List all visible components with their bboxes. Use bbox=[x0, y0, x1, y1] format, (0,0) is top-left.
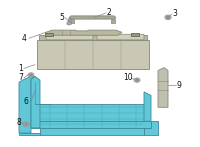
Text: 4: 4 bbox=[22, 34, 26, 43]
Circle shape bbox=[136, 79, 138, 81]
Polygon shape bbox=[19, 133, 40, 135]
Text: 1: 1 bbox=[19, 64, 23, 73]
Polygon shape bbox=[31, 121, 151, 128]
Text: 5: 5 bbox=[60, 13, 64, 22]
Polygon shape bbox=[19, 76, 35, 133]
Text: 9: 9 bbox=[177, 81, 181, 90]
Circle shape bbox=[28, 73, 34, 77]
Text: 2: 2 bbox=[107, 8, 111, 17]
Text: 8: 8 bbox=[17, 118, 21, 127]
Text: 7: 7 bbox=[19, 73, 23, 82]
Circle shape bbox=[134, 78, 140, 82]
Polygon shape bbox=[144, 92, 151, 121]
Circle shape bbox=[25, 123, 27, 125]
Circle shape bbox=[23, 122, 29, 126]
Circle shape bbox=[165, 15, 171, 20]
FancyBboxPatch shape bbox=[97, 34, 144, 40]
Bar bbox=[70, 19, 74, 23]
Text: 6: 6 bbox=[24, 97, 28, 106]
Circle shape bbox=[30, 74, 32, 76]
Polygon shape bbox=[31, 76, 40, 128]
Bar bbox=[39, 35, 147, 40]
Bar bbox=[45, 33, 53, 36]
Text: 3: 3 bbox=[173, 9, 177, 19]
Polygon shape bbox=[158, 68, 168, 107]
Bar bbox=[111, 19, 115, 23]
Polygon shape bbox=[69, 16, 116, 19]
Bar bbox=[37, 40, 149, 69]
Bar bbox=[131, 33, 139, 36]
Circle shape bbox=[167, 16, 169, 18]
FancyBboxPatch shape bbox=[46, 34, 93, 40]
Polygon shape bbox=[39, 104, 144, 121]
Polygon shape bbox=[144, 121, 158, 135]
Bar bbox=[68, 18, 70, 22]
Text: 10: 10 bbox=[123, 73, 133, 82]
Polygon shape bbox=[45, 30, 122, 35]
Polygon shape bbox=[40, 128, 144, 135]
